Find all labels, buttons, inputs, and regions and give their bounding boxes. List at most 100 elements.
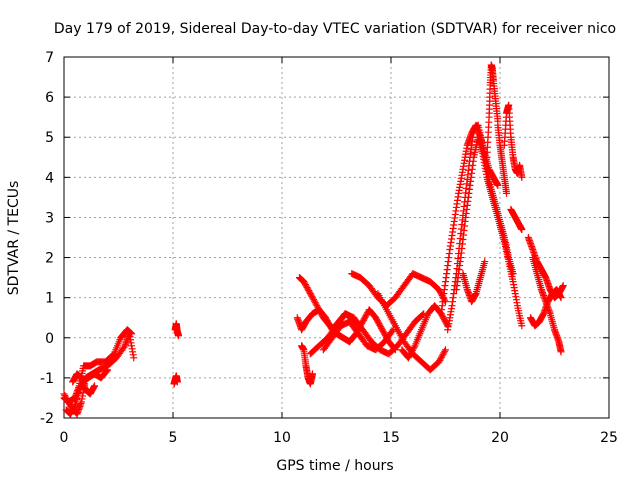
y-tick-label: -2 <box>40 411 54 427</box>
data-point-marker <box>376 321 384 329</box>
data-point-marker <box>440 349 448 357</box>
series-t7b <box>527 286 565 330</box>
data-point-marker <box>407 349 415 357</box>
data-point-marker <box>305 287 313 295</box>
data-point-marker <box>518 322 526 330</box>
data-point-marker <box>559 282 567 290</box>
data-point-marker <box>409 345 417 353</box>
x-tick-label: 25 <box>600 430 618 446</box>
data-point-marker <box>408 348 416 356</box>
data-point-marker <box>302 282 310 290</box>
y-tick-label: 0 <box>45 331 54 347</box>
data-point-marker <box>307 291 315 299</box>
series-t4c <box>452 133 526 330</box>
data-point-marker <box>494 181 502 189</box>
data-point-marker <box>372 314 380 322</box>
data-point-marker <box>375 320 383 328</box>
data-point-marker <box>322 314 330 322</box>
x-tick-label: 5 <box>169 430 178 446</box>
data-point-marker <box>404 354 412 362</box>
data-point-marker <box>436 356 444 364</box>
data-point-marker <box>503 189 511 197</box>
data-point-marker <box>303 284 311 292</box>
series-t5b <box>494 121 511 197</box>
y-tick-label: 5 <box>45 130 54 146</box>
data-point-marker <box>309 370 317 378</box>
series-t1d <box>69 370 99 398</box>
data-point-marker <box>437 289 445 297</box>
y-tick-label: 1 <box>45 291 54 307</box>
chart-title: Day 179 of 2019, Sidereal Day-to-day VTE… <box>54 21 616 37</box>
series-t1c <box>62 366 112 418</box>
data-point-marker <box>301 279 309 287</box>
data-point-marker <box>440 316 448 324</box>
data-point-marker <box>306 288 314 296</box>
series-t6b <box>507 205 526 233</box>
data-point-marker <box>377 323 385 331</box>
data-point-marker <box>308 293 316 301</box>
series-t3c <box>298 342 317 388</box>
data-point-marker <box>304 285 312 293</box>
data-point-marker <box>442 346 449 354</box>
data-point-marker <box>557 348 565 356</box>
data-point-marker <box>120 343 128 351</box>
data-point-marker <box>312 300 320 308</box>
series-t3f <box>319 318 397 354</box>
data-point-marker <box>406 351 414 359</box>
ticks: 0 5 10 15 20 25 -2 -1 0 1 2 3 4 5 6 7 <box>40 50 618 446</box>
series-t3e <box>348 270 449 310</box>
data-point-marker <box>374 318 382 326</box>
data-point-marker <box>130 354 138 362</box>
series-t3g <box>374 290 449 374</box>
series-t7c <box>529 254 565 356</box>
data-point-marker <box>388 327 396 335</box>
data-point-marker <box>362 312 370 320</box>
data-point-marker <box>301 281 309 289</box>
gridlines <box>64 57 609 418</box>
x-tick-label: 10 <box>273 430 291 446</box>
data-point-marker <box>419 311 427 319</box>
data-point-marker <box>300 278 308 286</box>
data-point-marker <box>311 299 319 307</box>
x-tick-label: 20 <box>491 430 509 446</box>
y-tick-label: 6 <box>45 90 54 106</box>
plot-frame <box>63 56 610 419</box>
y-tick-label: 3 <box>45 210 54 226</box>
data-point-marker <box>379 327 387 335</box>
data-point-marker <box>437 355 445 363</box>
data-point-marker <box>322 315 330 323</box>
data-point-marker <box>377 324 385 332</box>
data-point-marker <box>128 330 136 338</box>
data-point-marker <box>373 315 381 323</box>
data-point-marker <box>557 294 565 302</box>
series-t3d <box>306 310 428 358</box>
series-t6a <box>500 101 526 181</box>
data-point-marker <box>361 313 369 321</box>
data-point-marker <box>481 258 489 266</box>
series-t3h <box>398 302 452 362</box>
series-t1b <box>60 326 136 406</box>
data-point-marker <box>359 316 367 324</box>
data-point-marker <box>309 294 317 302</box>
data-point-marker <box>435 358 443 366</box>
data-point-marker <box>439 313 447 321</box>
data-point-marker <box>439 350 447 358</box>
y-tick-label: -1 <box>40 371 54 387</box>
data-point-marker <box>518 225 526 233</box>
data-point-marker <box>380 329 388 337</box>
y-tick-label: 4 <box>45 170 54 186</box>
data-point-marker <box>324 318 332 326</box>
series-t4d <box>459 258 489 306</box>
x-tick-label: 0 <box>60 430 69 446</box>
data-point-marker <box>378 326 386 334</box>
data-point-marker <box>306 290 314 298</box>
data-point-marker <box>325 320 333 328</box>
x-axis-label: GPS time / hours <box>276 458 393 474</box>
y-axis-label: SDTVAR / TECUs <box>6 181 22 296</box>
data-point-marker <box>436 287 444 295</box>
series-t5a <box>483 61 502 161</box>
data-point-marker <box>518 173 526 181</box>
data-point-marker <box>437 353 445 361</box>
data-point-marker <box>441 347 449 355</box>
